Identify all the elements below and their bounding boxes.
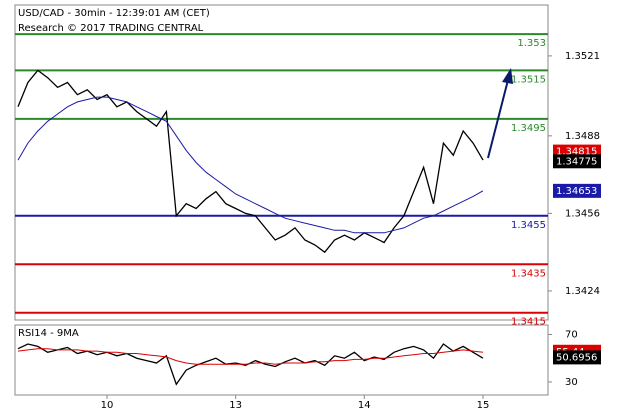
rsi-panel [14, 324, 549, 396]
price-marker-label: 50.6956 [556, 352, 597, 363]
series-line [17, 96, 484, 234]
level-label: 1.3415 [511, 317, 546, 328]
price-marker [553, 183, 601, 198]
y-tick-label: 30 [565, 377, 578, 388]
series-line [17, 343, 484, 386]
x-tick-label: 10 [101, 400, 114, 411]
chart-title: USD/CAD - 30min - 12:39:01 AM (CET) [18, 8, 210, 19]
y-tick-label: 1.3488 [565, 131, 600, 142]
price-marker [553, 350, 601, 365]
x-tick-label: 15 [477, 400, 490, 411]
price-panel [14, 4, 549, 321]
price-marker [553, 154, 601, 169]
series-line [17, 348, 484, 365]
price-marker-label: 1.34653 [556, 186, 597, 197]
arrow-head [502, 68, 513, 84]
chart-subtitle: Research © 2017 TRADING CENTRAL [18, 23, 204, 34]
x-tick-label: 13 [229, 400, 242, 411]
trend-arrow [487, 79, 509, 159]
chart-layer: 1.3424 1.3456 1.3488 1.3521 1.353 1.3515 1.349… [15, 33, 601, 411]
y-tick-label: 1.3456 [565, 208, 600, 219]
level-label: 1.3435 [511, 268, 546, 279]
y-tick-label: 1.3424 [565, 286, 600, 297]
level-label: 1.353 [517, 38, 546, 49]
level-label: 1.3515 [511, 74, 546, 85]
y-tick-label: 1.3521 [565, 51, 600, 62]
level-label: 1.3495 [511, 123, 546, 134]
y-tick-label: 70 [565, 329, 578, 340]
price-marker-label: 1.34815 [556, 147, 597, 158]
rsi-title: RSI14 - 9MA [18, 328, 79, 339]
x-tick-label: 14 [358, 400, 371, 411]
level-label: 1.3455 [511, 220, 546, 231]
price-marker-label: 1.34775 [556, 156, 597, 167]
